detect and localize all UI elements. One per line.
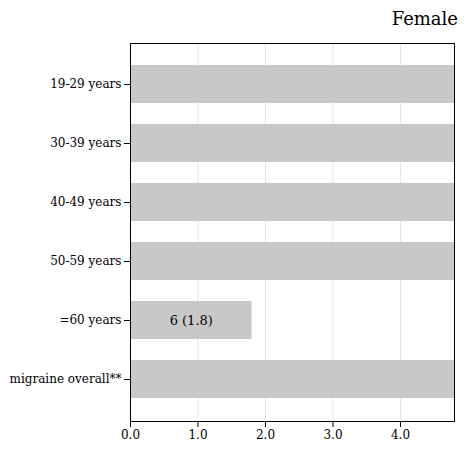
svg-text:4.0: 4.0 bbox=[391, 428, 410, 442]
html-text:Female: Female bbox=[391, 8, 458, 29]
svg-text:50-59 years: 50-59 years bbox=[50, 254, 121, 268]
svg-text:migraine overall**: migraine overall** bbox=[10, 372, 122, 386]
svg-text:30-39 years: 30-39 years bbox=[50, 136, 121, 150]
svg-text:0.0: 0.0 bbox=[121, 428, 140, 442]
svg-text:2.0: 2.0 bbox=[256, 428, 275, 442]
svg-text:=60 years: =60 years bbox=[59, 313, 121, 327]
svg-text:3.0: 3.0 bbox=[323, 428, 342, 442]
svg-text:6 (1.8): 6 (1.8) bbox=[170, 313, 213, 328]
svg-text:19-29 years: 19-29 years bbox=[50, 77, 121, 91]
svg-text:40-49 years: 40-49 years bbox=[50, 195, 121, 209]
svg-text:1.0: 1.0 bbox=[188, 428, 207, 442]
